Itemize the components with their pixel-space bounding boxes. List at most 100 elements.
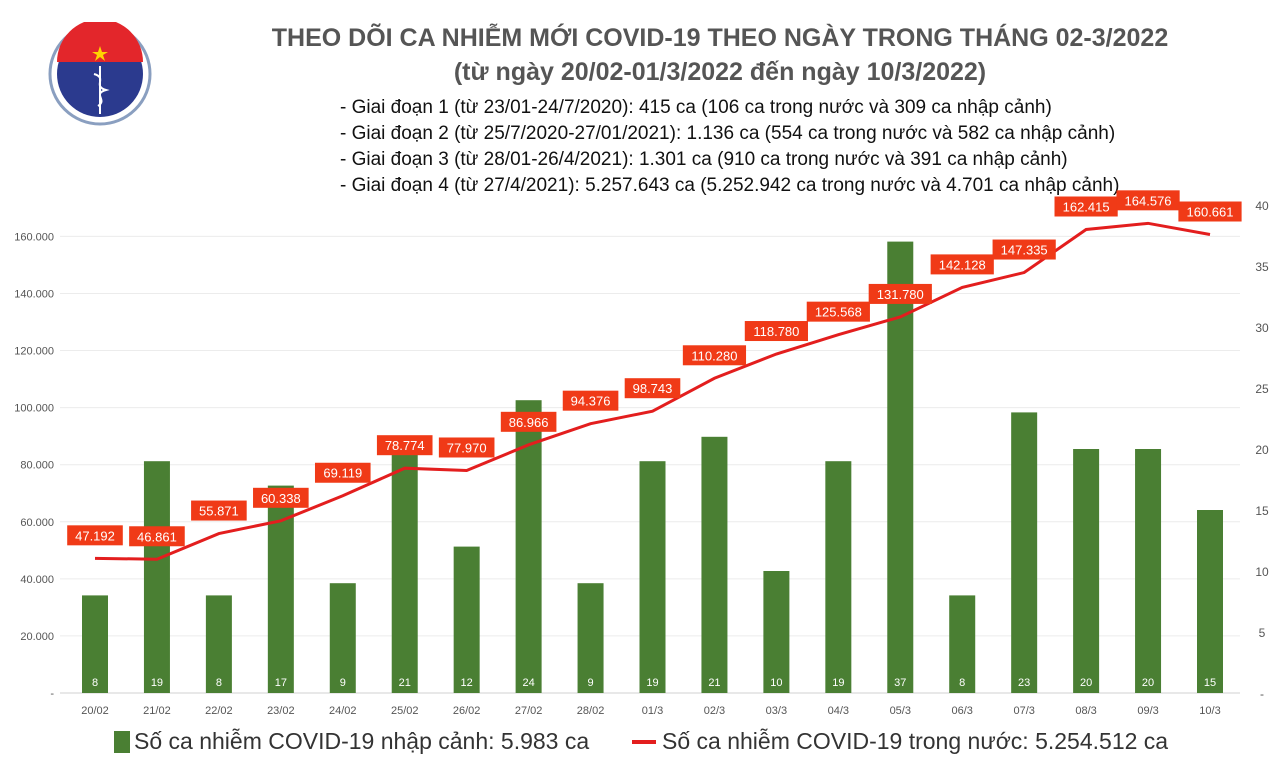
line-data-label: 77.970 xyxy=(447,440,487,455)
x-tick-label: 02/3 xyxy=(704,705,725,717)
legend-swatch-line xyxy=(632,739,656,744)
x-tick-label: 07/3 xyxy=(1013,705,1034,717)
phase-note: - Giai đoạn 2 (từ 25/7/2020-27/01/2021):… xyxy=(340,123,1116,144)
bar-data-label: 10 xyxy=(770,677,782,689)
left-tick-label: 60.000 xyxy=(20,517,54,529)
line-data-label: 94.376 xyxy=(571,394,611,409)
left-tick-label: 100.000 xyxy=(14,403,54,415)
legend-label: Số ca nhiễm COVID-19 nhập cảnh: 5.983 ca xyxy=(134,728,590,754)
line-data-label: 86.966 xyxy=(509,415,549,430)
right-tick-label: 10 xyxy=(1255,565,1269,579)
bar-data-label: 17 xyxy=(275,677,287,689)
bar-data-label: 12 xyxy=(461,677,473,689)
line-data-label: 131.780 xyxy=(877,287,924,302)
bar xyxy=(1011,412,1038,693)
bar xyxy=(763,571,790,693)
left-tick-label: 20.000 xyxy=(20,631,54,643)
bar xyxy=(1197,510,1223,693)
bar xyxy=(825,461,852,693)
line-data-label-box xyxy=(562,390,619,411)
bar xyxy=(1073,449,1100,693)
x-tick-label: 10/3 xyxy=(1199,705,1220,717)
x-tick-label: 24/02 xyxy=(329,705,357,717)
line-data-label: 60.338 xyxy=(261,491,301,506)
right-tick-label: 30 xyxy=(1255,321,1269,335)
bar xyxy=(391,436,418,693)
bar xyxy=(701,436,728,693)
bar xyxy=(577,583,604,693)
x-tick-label: 01/3 xyxy=(642,705,663,717)
bar-data-label: 21 xyxy=(399,677,411,689)
x-tick-label: 06/3 xyxy=(952,705,973,717)
line-data-label-box xyxy=(438,437,495,458)
x-tick-label: 03/3 xyxy=(766,705,787,717)
right-tick-label: 35 xyxy=(1255,260,1269,274)
line-data-label-box xyxy=(992,239,1056,260)
x-tick-label: 05/3 xyxy=(890,705,911,717)
line-data-label-box xyxy=(500,411,557,432)
line-data-label-box xyxy=(744,321,808,342)
line-data-label: 78.774 xyxy=(385,438,425,453)
bar-data-label: 9 xyxy=(587,677,593,689)
bar xyxy=(639,461,666,693)
left-tick-label: 140.000 xyxy=(14,288,54,300)
line-data-label-box xyxy=(376,435,433,456)
bar-data-label: 20 xyxy=(1080,677,1092,689)
line-data-label-box xyxy=(868,283,932,304)
bar-data-label: 24 xyxy=(522,677,534,689)
bar-data-label: 15 xyxy=(1204,677,1216,689)
line-data-label-box xyxy=(930,254,994,275)
bar-data-label: 19 xyxy=(832,677,844,689)
line-data-label-box xyxy=(624,378,681,399)
x-tick-label: 26/02 xyxy=(453,705,481,717)
bar-data-label: 8 xyxy=(92,677,98,689)
line-data-label: 147.335 xyxy=(1001,243,1048,258)
right-tick-label: 20 xyxy=(1255,443,1269,457)
bar-data-label: 21 xyxy=(708,677,720,689)
x-tick-label: 20/02 xyxy=(81,705,109,717)
line-data-label-box xyxy=(1178,201,1242,222)
line-data-label-box xyxy=(129,526,185,547)
left-tick-label: 160.000 xyxy=(14,231,54,243)
line-data-label-box xyxy=(1054,196,1118,217)
phase-notes: - Giai đoạn 1 (từ 23/01-24/7/2020): 415 … xyxy=(340,95,1119,199)
chart-subtitle: (từ ngày 20/02-01/3/2022 đến ngày 10/3/2… xyxy=(453,58,987,86)
line-data-label-box xyxy=(1116,190,1180,211)
line-data-label: 98.743 xyxy=(633,381,673,396)
line-data-label: 110.280 xyxy=(691,348,737,363)
x-tick-label: 28/02 xyxy=(577,705,605,717)
legend-item-bar: Số ca nhiễm COVID-19 nhập cảnh: 5.983 ca xyxy=(114,728,589,755)
left-tick-label: - xyxy=(50,688,54,700)
line-data-label: 164.576 xyxy=(1125,193,1172,208)
line-data-label: 125.568 xyxy=(815,305,862,320)
bar xyxy=(1135,449,1162,693)
x-tick-label: 25/02 xyxy=(391,705,419,717)
bar-data-label: 19 xyxy=(151,677,163,689)
line-data-label-box xyxy=(191,500,247,521)
right-tick-label: - xyxy=(1260,687,1264,701)
x-tick-label: 23/02 xyxy=(267,705,295,717)
bar-data-label: 9 xyxy=(340,677,346,689)
line-data-label: 160.661 xyxy=(1187,205,1234,220)
right-tick-label: 5 xyxy=(1259,626,1266,640)
line-data-label: 118.780 xyxy=(753,324,799,339)
legend-label: Số ca nhiễm COVID-19 trong nước: 5.254.5… xyxy=(662,728,1169,754)
bar xyxy=(453,546,480,693)
line-data-label: 46.861 xyxy=(137,529,177,544)
line-data-label: 55.871 xyxy=(199,504,239,519)
bar-data-label: 37 xyxy=(894,677,906,689)
right-tick-label: 40 xyxy=(1255,199,1269,213)
phase-note: - Giai đoạn 1 (từ 23/01-24/7/2020): 415 … xyxy=(340,97,1052,118)
bar xyxy=(205,595,232,693)
line-data-label: 69.119 xyxy=(323,466,362,481)
line-data-label-box xyxy=(253,487,309,508)
chart-title: THEO DÕI CA NHIỄM MỚI COVID-19 THEO NGÀY… xyxy=(271,24,1169,52)
legend-swatch-bar xyxy=(114,730,130,753)
line-data-label-box xyxy=(314,462,371,483)
line-series xyxy=(94,221,1211,561)
phase-note: - Giai đoạn 4 (từ 27/4/2021): 5.257.643 … xyxy=(340,175,1120,196)
bar-data-label: 23 xyxy=(1018,677,1030,689)
line-data-label: 47.192 xyxy=(75,528,115,543)
bar-data-label: 8 xyxy=(216,677,222,689)
